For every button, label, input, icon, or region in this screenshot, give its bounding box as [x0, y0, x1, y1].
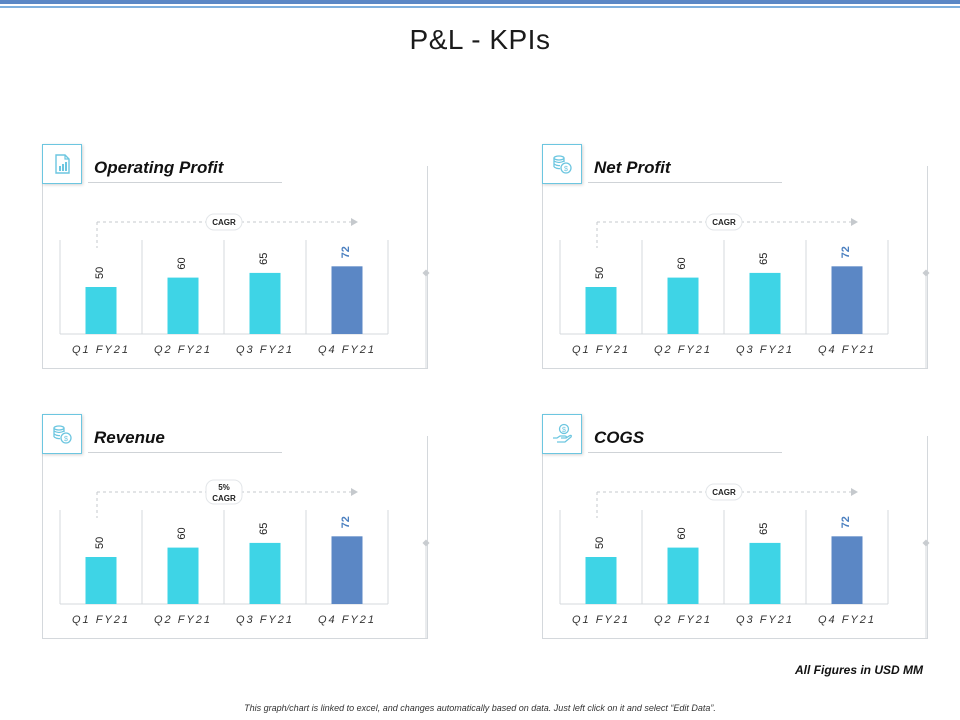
category-label: Q3 FY21: [236, 614, 294, 626]
panel-title: Revenue: [94, 428, 165, 447]
data-label: 50: [94, 267, 106, 279]
title-divider: [88, 182, 282, 183]
cagr-badge: [705, 213, 743, 231]
document-chart-icon: [42, 144, 82, 184]
panel-title: Net Profit: [594, 158, 671, 177]
bar-chart: CAGR 50 Q1 FY21 60 Q2 FY21 65 Q3 FY21 72 Q4 FY21: [59, 213, 430, 368]
cagr-label: 5%: [218, 483, 230, 492]
bar: [85, 287, 117, 334]
panel-frame: [542, 166, 928, 369]
bar: [167, 547, 199, 604]
top-accent-bar: [0, 0, 960, 4]
cagr-badge: [705, 483, 743, 501]
cagr-arrow-head: [851, 218, 858, 226]
kpi-panel-operating-profit: Operating Profit CAGR 50 Q1 FY21 60 Q2 FY21 6…: [42, 144, 442, 384]
bar: [831, 266, 863, 334]
data-label: 72: [340, 516, 352, 528]
bar: [585, 557, 617, 604]
bar-chart: 5% CAGR 50 Q1 FY21 60 Q2 FY21 65 Q3 FY21 72 Q4 FY…: [59, 479, 430, 638]
footer-note: This graph/chart is linked to excel, and…: [244, 703, 716, 713]
data-label: 60: [676, 527, 688, 539]
top-accent-line: [0, 6, 960, 8]
category-label: Q1 FY21: [572, 344, 630, 356]
category-label: Q4 FY21: [818, 344, 876, 356]
data-label: 72: [840, 516, 852, 528]
data-label: 50: [94, 537, 106, 549]
bar: [667, 547, 699, 604]
kpi-panel-cogs: $ COGS CAGR 50 Q1 FY21 60 Q2 FY21 65 Q3 FY21 72…: [542, 414, 942, 654]
panel-title: COGS: [594, 428, 645, 447]
data-label: 60: [676, 257, 688, 269]
hand-coin-icon: $: [542, 414, 582, 454]
title-divider: [588, 452, 782, 453]
kpi-panel-revenue: $ Revenue 5% CAGR 50 Q1 FY21 60 Q2 FY21 65 Q3 F…: [42, 414, 442, 654]
category-label: Q2 FY21: [654, 614, 712, 626]
data-label: 65: [758, 523, 770, 535]
data-label: 65: [258, 523, 270, 535]
svg-text:$: $: [64, 436, 68, 443]
category-label: Q1 FY21: [72, 344, 130, 356]
category-label: Q3 FY21: [736, 344, 794, 356]
cagr-badge: [205, 479, 243, 505]
cagr-arrow-head: [351, 218, 358, 226]
svg-text:$: $: [562, 427, 566, 434]
cagr-label: CAGR: [712, 218, 736, 227]
diamond-marker: [922, 539, 930, 547]
category-label: Q2 FY21: [154, 344, 212, 356]
coins-icon: $: [542, 144, 582, 184]
title-divider: [88, 452, 282, 453]
bar: [585, 287, 617, 334]
category-label: Q1 FY21: [72, 614, 130, 626]
data-label: 50: [594, 267, 606, 279]
bar: [331, 266, 363, 334]
svg-text:$: $: [564, 166, 568, 173]
bar: [667, 277, 699, 334]
cagr-label: CAGR: [712, 488, 736, 497]
data-label: 65: [258, 253, 270, 265]
bar: [167, 277, 199, 334]
diamond-marker: [422, 269, 430, 277]
bar: [749, 542, 781, 604]
coin-stack-icon: $: [42, 414, 82, 454]
bar: [331, 536, 363, 604]
data-label: 60: [176, 257, 188, 269]
category-label: Q2 FY21: [654, 344, 712, 356]
data-label: 60: [176, 527, 188, 539]
cagr-arrow-head: [851, 488, 858, 496]
bar: [249, 542, 281, 604]
page-title: P&L - KPIs: [409, 24, 551, 55]
data-label: 72: [840, 246, 852, 258]
cagr-arrow-head: [351, 488, 358, 496]
category-label: Q3 FY21: [736, 614, 794, 626]
bar-chart: CAGR 50 Q1 FY21 60 Q2 FY21 65 Q3 FY21 72 Q4 FY21: [559, 483, 930, 638]
category-label: Q3 FY21: [236, 344, 294, 356]
panel-frame: [42, 436, 428, 639]
data-label: 72: [340, 246, 352, 258]
bar-chart: CAGR 50 Q1 FY21 60 Q2 FY21 65 Q3 FY21 72 Q4 FY21: [559, 213, 930, 368]
title-divider: [588, 182, 782, 183]
category-label: Q4 FY21: [318, 344, 376, 356]
panel-frame: [542, 436, 928, 639]
category-label: Q4 FY21: [818, 614, 876, 626]
units-note: All Figures in USD MM: [794, 663, 923, 677]
bar: [85, 557, 117, 604]
bar: [249, 272, 281, 334]
category-label: Q4 FY21: [318, 614, 376, 626]
bar: [749, 272, 781, 334]
data-label: 65: [758, 253, 770, 265]
data-label: 50: [594, 537, 606, 549]
panel-frame: [42, 166, 428, 369]
cagr-badge: [205, 213, 243, 231]
panel-title: Operating Profit: [94, 158, 224, 177]
category-label: Q1 FY21: [572, 614, 630, 626]
diamond-marker: [422, 539, 430, 547]
category-label: Q2 FY21: [154, 614, 212, 626]
bar: [831, 536, 863, 604]
diamond-marker: [922, 269, 930, 277]
kpi-panel-net-profit: $ Net Profit CAGR 50 Q1 FY21 60 Q2 FY21 65 Q3 …: [542, 144, 942, 384]
cagr-label: CAGR: [212, 494, 236, 503]
cagr-label: CAGR: [212, 218, 236, 227]
